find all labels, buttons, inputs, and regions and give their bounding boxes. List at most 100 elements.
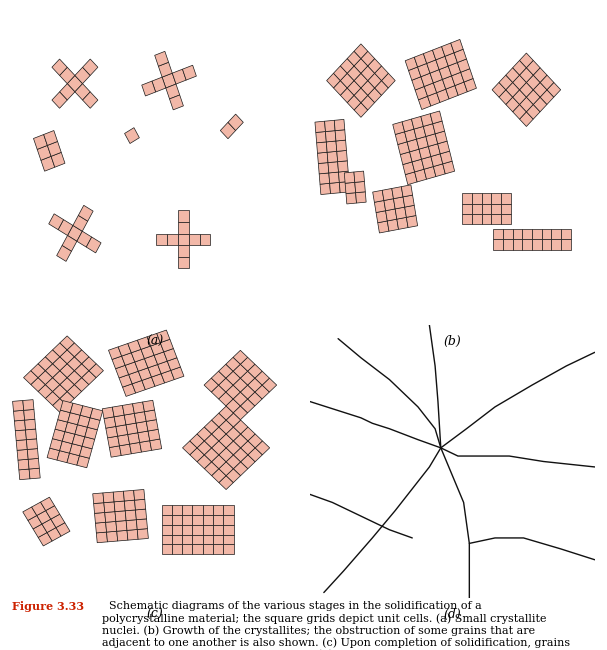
Polygon shape xyxy=(132,402,144,413)
Polygon shape xyxy=(330,183,340,194)
Polygon shape xyxy=(58,410,70,422)
Polygon shape xyxy=(431,154,443,166)
Polygon shape xyxy=(532,239,542,250)
Polygon shape xyxy=(255,371,270,385)
Polygon shape xyxy=(344,172,355,183)
Polygon shape xyxy=(151,343,164,356)
Polygon shape xyxy=(33,135,47,150)
Polygon shape xyxy=(240,427,255,441)
Polygon shape xyxy=(457,59,470,72)
Polygon shape xyxy=(85,427,97,439)
Polygon shape xyxy=(405,172,417,185)
Polygon shape xyxy=(67,226,83,241)
Polygon shape xyxy=(223,535,234,545)
Polygon shape xyxy=(233,364,248,378)
Polygon shape xyxy=(433,47,445,60)
Polygon shape xyxy=(439,66,452,79)
Polygon shape xyxy=(75,84,90,100)
Polygon shape xyxy=(192,545,203,554)
Polygon shape xyxy=(60,378,75,391)
Polygon shape xyxy=(82,370,96,385)
Polygon shape xyxy=(461,69,473,82)
Polygon shape xyxy=(115,365,129,378)
Polygon shape xyxy=(228,114,243,131)
Polygon shape xyxy=(523,229,532,239)
Polygon shape xyxy=(451,40,463,53)
Polygon shape xyxy=(520,97,533,112)
Polygon shape xyxy=(211,371,226,385)
Polygon shape xyxy=(354,171,364,183)
Polygon shape xyxy=(240,385,255,399)
Polygon shape xyxy=(375,66,388,81)
Polygon shape xyxy=(520,53,533,68)
Polygon shape xyxy=(220,122,236,138)
Polygon shape xyxy=(317,142,327,153)
Polygon shape xyxy=(336,140,347,151)
Polygon shape xyxy=(75,378,89,391)
Polygon shape xyxy=(491,214,501,224)
Polygon shape xyxy=(123,404,134,415)
Polygon shape xyxy=(547,83,561,97)
Polygon shape xyxy=(137,528,148,539)
Polygon shape xyxy=(240,441,255,455)
Polygon shape xyxy=(552,239,561,250)
Polygon shape xyxy=(192,515,203,525)
Polygon shape xyxy=(223,525,234,535)
Polygon shape xyxy=(223,505,234,515)
Polygon shape xyxy=(124,127,140,144)
Polygon shape xyxy=(219,476,233,489)
Polygon shape xyxy=(204,378,219,392)
Polygon shape xyxy=(23,507,37,521)
Polygon shape xyxy=(427,60,439,73)
Polygon shape xyxy=(200,233,211,245)
Polygon shape xyxy=(128,433,140,444)
Polygon shape xyxy=(46,350,60,364)
Polygon shape xyxy=(501,203,510,214)
Polygon shape xyxy=(125,510,137,521)
Polygon shape xyxy=(481,193,491,203)
Polygon shape xyxy=(53,385,67,398)
Polygon shape xyxy=(178,245,189,257)
Polygon shape xyxy=(354,58,368,73)
Polygon shape xyxy=(356,192,366,203)
Polygon shape xyxy=(126,423,138,434)
Polygon shape xyxy=(182,545,192,554)
Polygon shape xyxy=(491,203,501,214)
Polygon shape xyxy=(412,159,424,172)
Polygon shape xyxy=(27,439,38,449)
Polygon shape xyxy=(409,67,421,80)
Polygon shape xyxy=(327,73,341,88)
Polygon shape xyxy=(333,81,347,96)
Polygon shape xyxy=(513,75,526,90)
Polygon shape xyxy=(226,399,240,413)
Polygon shape xyxy=(213,545,223,554)
Polygon shape xyxy=(421,114,433,126)
Polygon shape xyxy=(46,378,60,391)
Polygon shape xyxy=(212,455,226,469)
Polygon shape xyxy=(506,97,520,112)
Polygon shape xyxy=(147,333,160,346)
Polygon shape xyxy=(433,164,446,177)
Polygon shape xyxy=(112,406,124,417)
Polygon shape xyxy=(137,519,148,530)
Polygon shape xyxy=(433,79,446,93)
Polygon shape xyxy=(105,512,116,523)
Polygon shape xyxy=(226,427,240,441)
Polygon shape xyxy=(15,420,25,431)
Polygon shape xyxy=(97,532,107,543)
Polygon shape xyxy=(506,68,520,83)
Polygon shape xyxy=(327,141,337,152)
Polygon shape xyxy=(33,524,47,538)
Polygon shape xyxy=(25,419,36,430)
Polygon shape xyxy=(248,448,262,462)
Polygon shape xyxy=(412,77,424,90)
Polygon shape xyxy=(513,60,526,75)
Polygon shape xyxy=(59,67,75,84)
Polygon shape xyxy=(72,434,85,447)
Polygon shape xyxy=(481,214,491,224)
Polygon shape xyxy=(52,92,67,109)
Polygon shape xyxy=(219,420,233,434)
Polygon shape xyxy=(448,62,461,76)
Polygon shape xyxy=(533,68,547,83)
Polygon shape xyxy=(141,346,154,359)
